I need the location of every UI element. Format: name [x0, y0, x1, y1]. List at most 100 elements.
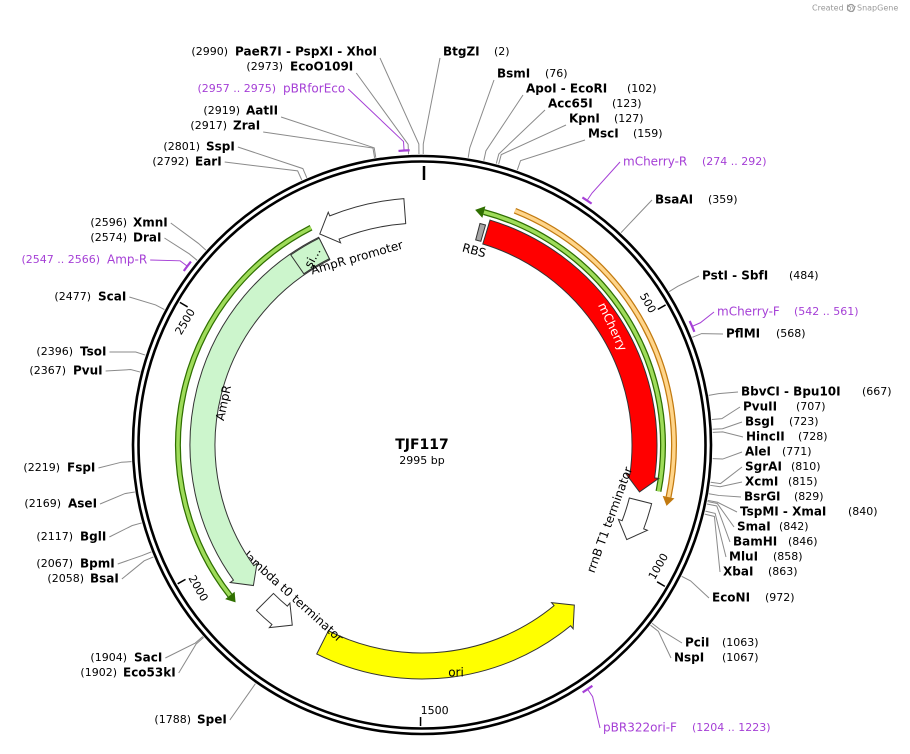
brand-logo	[846, 3, 856, 13]
site-name: ScaI	[98, 290, 126, 304]
feature-label: ori	[448, 666, 464, 680]
site-position: (863)	[768, 565, 798, 578]
primer-leader	[347, 88, 405, 150]
site-name: PvuII	[743, 400, 777, 414]
site-position: (2117)	[36, 530, 73, 543]
site-position: (484)	[789, 269, 819, 282]
site-name: BbvCI - Bpu10I	[741, 385, 841, 399]
site-leader	[178, 636, 204, 674]
site-position: (76)	[545, 67, 568, 80]
site-leader	[98, 461, 132, 469]
site-name: AseI	[68, 497, 97, 511]
site-leader	[129, 296, 165, 311]
site-leader	[651, 622, 683, 644]
site-position: (2990)	[191, 45, 228, 58]
tick-mark	[656, 581, 666, 587]
primer-mark	[688, 320, 696, 333]
site-position: (1067)	[722, 651, 759, 664]
feature-arrow	[316, 601, 575, 680]
site-name: Eco53kI	[123, 666, 176, 680]
site-leader	[681, 575, 710, 599]
site-leader	[704, 513, 721, 573]
site-name: BglI	[80, 530, 106, 544]
site-leader	[379, 57, 420, 155]
inner-ring	[137, 160, 707, 730]
orf-arrowhead	[475, 206, 486, 218]
site-name: NspI	[674, 651, 704, 665]
primer-leader	[587, 161, 621, 200]
outer-ring	[131, 154, 713, 736]
site-name: SacI	[134, 651, 162, 665]
feature-arrow	[617, 497, 653, 541]
primer-name: mCherry-R	[623, 155, 687, 169]
site-position: (2169)	[24, 497, 61, 510]
primer-name: pBR322ori-F	[603, 721, 677, 735]
site-position: (1904)	[90, 651, 127, 664]
site-name: PflMI	[726, 327, 760, 341]
site-position: (2219)	[23, 461, 60, 474]
site-leader	[280, 116, 377, 158]
site-position: (568)	[776, 327, 806, 340]
site-position: (2801)	[163, 140, 200, 153]
site-position: (1902)	[80, 666, 117, 679]
site-position: (359)	[708, 193, 738, 206]
site-position: (127)	[614, 112, 644, 125]
site-name: TspMI - XmaI	[740, 505, 826, 519]
site-position: (159)	[633, 127, 663, 140]
orf-arc	[514, 209, 676, 498]
tick-label: 500	[637, 291, 659, 316]
site-leader	[707, 499, 738, 513]
site-name: DraI	[133, 231, 161, 245]
tick-mark	[179, 301, 189, 308]
primer-name: Amp-R	[107, 253, 147, 267]
site-name: EcoNI	[712, 591, 750, 605]
site-position: (2917)	[190, 119, 227, 132]
site-position: (810)	[791, 460, 821, 473]
tick-mark	[657, 304, 666, 311]
site-position: (846)	[788, 535, 818, 548]
site-leader	[707, 501, 735, 528]
site-position: (2367)	[29, 364, 66, 377]
site-name: BsgI	[745, 415, 774, 429]
site-position: (2396)	[36, 345, 73, 358]
primer-leader	[692, 311, 715, 327]
site-leader	[710, 466, 743, 485]
site-leader	[422, 57, 441, 155]
site-leader	[620, 199, 653, 234]
site-leader	[710, 481, 743, 488]
site-position: (829)	[794, 490, 824, 503]
site-leader	[705, 510, 727, 558]
site-name: MscI	[588, 127, 619, 141]
orf-arrowhead	[662, 495, 675, 506]
primer-mark	[581, 196, 593, 205]
site-leader	[224, 161, 303, 181]
site-position: (102)	[627, 82, 657, 95]
site-leader	[668, 275, 700, 292]
primer-range: (2957 .. 2975)	[197, 82, 276, 95]
site-leader	[164, 237, 198, 261]
site-position: (2)	[494, 45, 510, 58]
site-position: (1788)	[154, 713, 191, 726]
site-name: PciI	[685, 636, 710, 650]
site-name: BsmI	[497, 67, 530, 81]
site-position: (667)	[862, 385, 892, 398]
feature-label: lambda t0 terminator	[241, 548, 346, 645]
site-position: (2058)	[47, 572, 84, 585]
site-name: AatII	[246, 104, 278, 118]
site-position: (842)	[779, 520, 809, 533]
site-name: BamHI	[733, 535, 777, 549]
site-name: Acc65I	[548, 97, 593, 111]
site-leader	[237, 146, 308, 178]
tick-label: 2000	[185, 573, 210, 604]
feature-arrow	[482, 219, 660, 493]
site-position: (858)	[773, 550, 803, 563]
site-leader	[483, 94, 524, 161]
site-name: FspI	[67, 461, 95, 475]
site-name: BpmI	[80, 557, 115, 571]
site-leader	[170, 222, 207, 251]
tick-label: 1500	[421, 704, 449, 717]
site-leader	[708, 391, 739, 396]
site-leader	[650, 624, 672, 659]
